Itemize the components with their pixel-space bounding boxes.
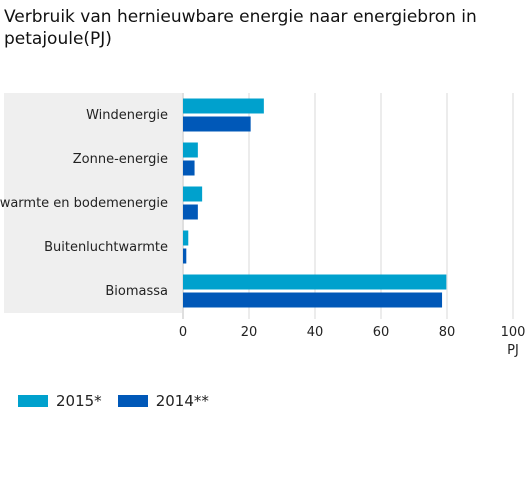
- bar: [183, 274, 447, 290]
- bar: [183, 204, 198, 220]
- bar: [183, 116, 251, 132]
- category-label-panel: [4, 93, 182, 313]
- legend-label: 2015*: [56, 392, 102, 410]
- bar: [183, 98, 264, 114]
- bar: [183, 248, 187, 264]
- x-tick-label: 100: [501, 325, 526, 340]
- category-labels: Windenergie Zonne-energie Bodemwarmte en b…: [0, 108, 168, 299]
- bar: [183, 292, 443, 308]
- x-tick-label: 0: [179, 325, 187, 340]
- category-label: Bodemwarmte en bodemenergie: [0, 196, 168, 211]
- bar: [183, 186, 203, 202]
- x-tick-label: 80: [439, 325, 456, 340]
- category-label: Zonne-energie: [73, 152, 168, 167]
- x-axis-label: PJ: [507, 343, 519, 358]
- x-tick-labels: 0 20 40 60 80 100: [179, 325, 526, 340]
- legend-swatch: [117, 395, 148, 407]
- legend: 2015* 2014**: [18, 392, 209, 410]
- legend-label: 2014**: [155, 392, 209, 410]
- bar: [183, 142, 198, 158]
- legend-item: 2015*: [18, 392, 102, 410]
- bar: [183, 230, 189, 246]
- category-label: Biomassa: [105, 284, 168, 299]
- category-label: Windenergie: [86, 108, 168, 123]
- bar: [183, 160, 195, 176]
- x-tick-label: 20: [241, 325, 258, 340]
- legend-item: 2014**: [117, 392, 209, 410]
- x-tick-label: 40: [307, 325, 324, 340]
- bars: [183, 98, 447, 308]
- x-tick-label: 60: [373, 325, 390, 340]
- bar-chart: Windenergie Zonne-energie Bodemwarmte en b…: [0, 93, 526, 358]
- legend-swatch: [18, 395, 48, 407]
- chart-title: Verbruik van hernieuwbare energie naar e…: [4, 7, 477, 49]
- category-label: Buitenluchtwarmte: [44, 240, 168, 255]
